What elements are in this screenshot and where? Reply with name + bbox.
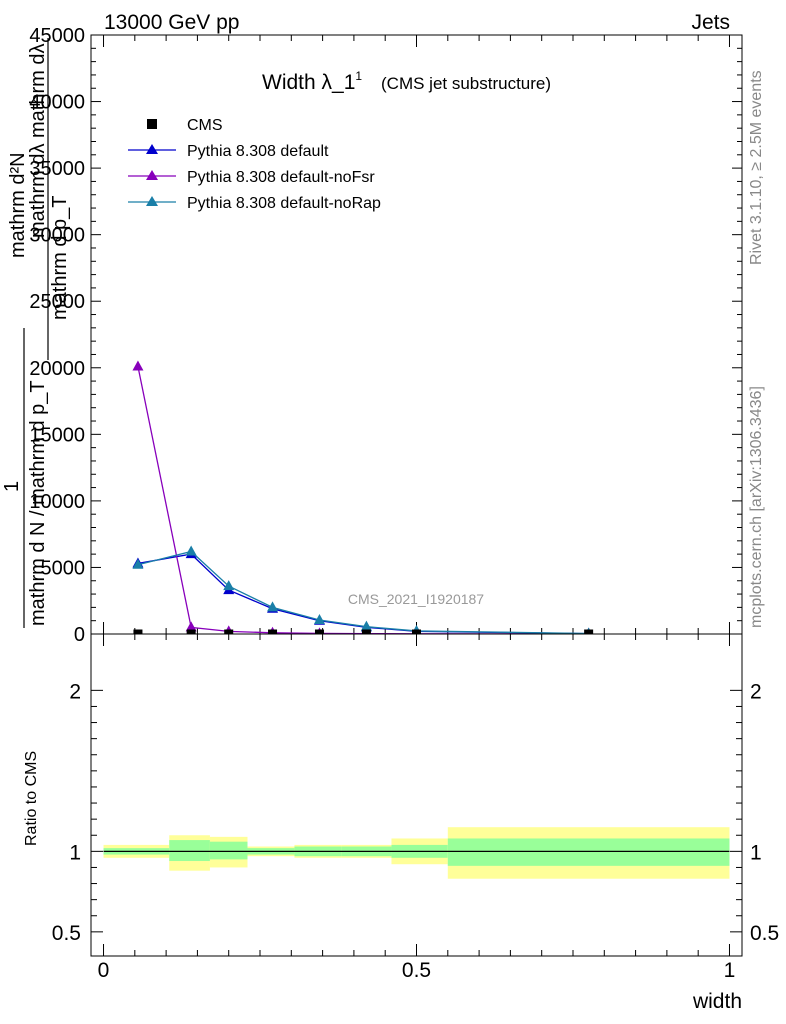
ratio-y-tick-label-right: 1 [750, 841, 762, 864]
x-tick-label: 1 [724, 959, 736, 982]
ylabel-prefix: 1 [1, 481, 23, 492]
category-label: Jets [691, 11, 730, 34]
legend-label-pythia-nofsr: Pythia 8.308 default-noFsr [187, 169, 375, 186]
legend-marker-pythia-nofsr [146, 170, 158, 180]
ratio-band-inner [209, 841, 248, 860]
ratio-y-tick-label-right: 2 [750, 680, 762, 703]
main-y-tick-label: 40000 [29, 92, 85, 114]
ratio-x-axis: 0 0.5 1 [98, 634, 736, 982]
data-point-pythia-8-308-default-nofsr [132, 360, 144, 371]
series-line-pythia-8-308-default-norap [137, 550, 589, 635]
main-y-axis-label: mathrm d²N mathrm dλ mathrm dλ mathrm d … [1, 38, 71, 628]
ratio-y-tick-label: 1 [69, 841, 81, 864]
main-y-tick-label: 20000 [29, 358, 85, 380]
ylabel-numerator-extra: mathrm dλ mathrm dλ [27, 44, 49, 238]
legend-marker-pythia-norap [146, 196, 158, 206]
main-y-tick-label: 10000 [29, 491, 85, 513]
data-point-pythia-8-308-default-norap [223, 580, 235, 591]
x-tick-label: 0.5 [402, 959, 431, 982]
main-panel: 0 5000 10000 15000 20000 25000 30000 35000 40000… [1, 25, 743, 646]
energy-label: 13000 GeV pp [104, 11, 239, 34]
ylabel-prefix-denominator: mathrm d N / mathrm d p_T [27, 380, 49, 626]
data-point-pythia-8-308-default-norap [360, 620, 372, 631]
chart-subtitle: (CMS jet substructure) [381, 74, 551, 93]
data-point-pythia-8-308-default-norap [132, 558, 144, 569]
data-point-pythia-8-308-default-norap [267, 601, 279, 612]
main-y-tick-label: 25000 [29, 291, 85, 313]
ylabel-denominator: mathrm d p_T [49, 196, 71, 320]
main-plot-area [90, 34, 743, 635]
x-axis-label: width [692, 990, 742, 1013]
main-y-axis: 0 5000 10000 15000 20000 25000 30000 35000 40000… [29, 25, 742, 646]
rivet-label: Rivet 3.1.10, ≥ 2.5M events [748, 70, 765, 265]
ratio-band-inner [447, 838, 730, 866]
data-point-pythia-8-308-default-norap [185, 545, 197, 556]
chart-title-sup: 1 [355, 69, 362, 83]
watermark: CMS_2021_I1920187 [348, 591, 484, 607]
data-point-pythia-8-308-default-norap [313, 614, 325, 625]
legend-marker-pythia-default [146, 144, 158, 154]
legend-entry-pythia-norap: Pythia 8.308 default-noRap [128, 195, 381, 212]
ratio-y-tick-label: 2 [69, 680, 81, 703]
x-tick-label: 0 [98, 959, 110, 982]
legend-marker-cms [147, 119, 157, 129]
ratio-y-tick-label-right: 0.5 [750, 922, 779, 945]
ratio-y-tick-label: 0.5 [52, 922, 81, 945]
ylabel-numerator: mathrm d²N [7, 152, 29, 258]
ratio-y-axis: 0.5 0.5 1 1 2 2 [52, 680, 779, 945]
legend-label-pythia-default: Pythia 8.308 default [187, 143, 329, 160]
main-y-tick-label: 45000 [29, 25, 85, 47]
main-y-tick-label: 15000 [29, 424, 85, 446]
legend-entry-cms: CMS [147, 117, 223, 134]
chart-title: Width λ_11 [262, 69, 362, 94]
mcplots-label: mcplots.cern.ch [arXiv:1306.3436] [748, 386, 765, 628]
legend-label-pythia-norap: Pythia 8.308 default-noRap [187, 195, 381, 212]
ratio-band-inner [169, 840, 210, 862]
chart-title-main: Width λ_1 [262, 71, 355, 94]
ratio-y-axis-label: Ratio to CMS [23, 751, 40, 846]
legend-entry-pythia-default: Pythia 8.308 default [128, 143, 329, 160]
legend-entry-pythia-nofsr: Pythia 8.308 default-noFsr [128, 169, 375, 186]
main-y-tick-label: 0 [74, 624, 85, 646]
main-y-tick-label: 30000 [29, 225, 85, 247]
data-point-pythia-8-308-default-nofsr [185, 621, 197, 632]
ratio-plot-area [90, 633, 743, 957]
main-y-tick-label: 5000 [41, 557, 86, 579]
main-y-tick-label: 35000 [29, 158, 85, 180]
legend-label-cms: CMS [187, 117, 223, 134]
ratio-panel: 0.5 0.51 12 2 0 0.5 1 Ratio to CMS width [23, 633, 779, 1013]
legend: CMS Pythia 8.308 default Pythia 8.308 de… [128, 117, 381, 212]
